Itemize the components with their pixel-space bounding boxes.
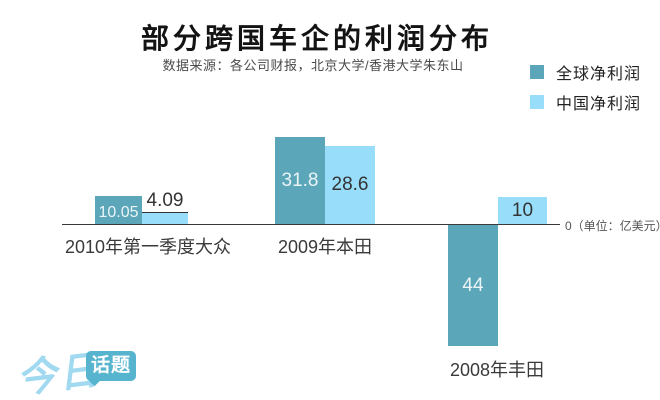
axis-zero-unit-label: 0（单位：亿美元） <box>565 219 660 233</box>
legend: 全球净利润 中国净利润 <box>530 63 641 123</box>
category-label-vw-2010q1: 2010年第一季度大众 <box>64 237 232 257</box>
logo-bubble-text: 话题 <box>86 351 136 381</box>
category-label-toyota-2008: 2008年丰田 <box>449 360 545 380</box>
bar-global-vw-2010q1: 10.05 <box>95 196 142 224</box>
legend-swatch-global-icon <box>530 65 544 79</box>
bar-value-label: 4.09 <box>142 190 188 213</box>
legend-label-china: 中国净利润 <box>556 96 642 113</box>
legend-item-global: 全球净利润 <box>530 63 642 83</box>
bar-global-toyota-2008: 44 <box>448 225 498 346</box>
bar-value-label: 44 <box>462 274 484 296</box>
category-label-honda-2009: 2009年本田 <box>277 237 373 257</box>
bar-china-vw-2010q1: 4.09 <box>142 190 188 224</box>
jinri-huati-logo: 今日 话题 <box>0 338 160 400</box>
bar-value-label: 28.6 <box>331 174 369 195</box>
bar-value-label: 10 <box>511 199 534 221</box>
zero-axis-line <box>62 224 560 225</box>
bar-value-label: 10.05 <box>98 204 139 221</box>
data-source-note: 数据来源：各公司财报，北京大学/香港大学朱东山 <box>162 58 464 73</box>
bar-global-honda-2009: 31.8 <box>275 137 325 224</box>
legend-item-china: 中国净利润 <box>530 93 642 113</box>
bar-china-toyota-2008: 10 <box>498 197 547 224</box>
legend-label-global: 全球净利润 <box>556 66 642 83</box>
legend-swatch-china-icon <box>530 95 544 109</box>
chart-title: 部分跨国车企的利润分布 <box>140 23 493 54</box>
bar-value-label: 31.8 <box>281 169 319 191</box>
bar-china-honda-2009: 28.6 <box>325 146 375 224</box>
